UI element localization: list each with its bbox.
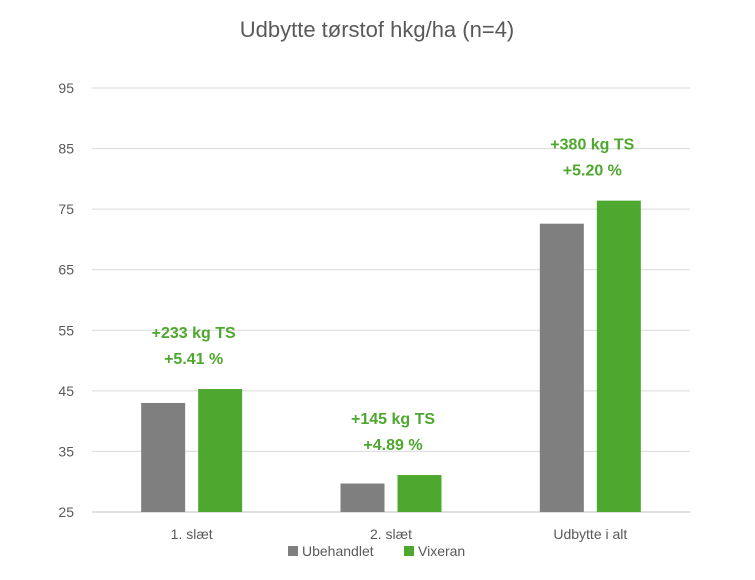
- legend-label: Ubehandlet: [302, 543, 374, 559]
- bar-vixeran-3: [596, 200, 641, 513]
- bar-ubehandlet-2: [340, 483, 385, 512]
- bar-ubehandlet-3: [539, 223, 584, 512]
- legend-swatch: [288, 546, 298, 556]
- annotation-diff-pct: +5.41 %: [164, 351, 223, 368]
- x-axis-labels: 1. slæt 2. slæt Udbytte i alt: [171, 526, 628, 542]
- legend-label: Vixeran: [418, 543, 465, 559]
- y-tick-label: 65: [58, 262, 74, 278]
- annotation-diff-kg: +380 kg TS: [550, 137, 634, 154]
- y-tick-label: 45: [58, 383, 74, 399]
- annotation-diff-kg: +145 kg TS: [351, 411, 435, 428]
- bars: [141, 200, 641, 513]
- annotation-diff-pct: +5.20 %: [563, 163, 622, 180]
- annotation-diff-pct: +4.89 %: [363, 437, 422, 454]
- x-category-label: 1. slæt: [171, 526, 213, 542]
- bar-vixeran-2: [397, 475, 442, 512]
- y-tick-label: 35: [58, 443, 74, 459]
- bar-vixeran-1: [198, 389, 243, 512]
- y-tick-label: 75: [58, 201, 74, 217]
- y-tick-label: 55: [58, 322, 74, 338]
- annotation-diff-kg: +233 kg TS: [152, 325, 236, 342]
- y-tick-label: 85: [58, 141, 74, 157]
- gridlines: [92, 87, 690, 513]
- y-tick-label: 95: [58, 80, 74, 96]
- annotations: +233 kg TS +5.41 % +145 kg TS +4.89 % +380 k…: [152, 137, 635, 454]
- y-tick-label: 25: [58, 504, 74, 520]
- bar-ubehandlet-1: [141, 402, 186, 512]
- x-category-label: 2. slæt: [370, 526, 412, 542]
- y-axis-ticks: 25 35 45 55 65 75 85 95: [58, 80, 74, 520]
- chart-title: Udbytte tørstof hkg/ha (n=4): [240, 17, 515, 42]
- legend: Ubehandlet Vixeran: [288, 543, 465, 559]
- x-category-label: Udbytte i alt: [553, 526, 627, 542]
- legend-swatch: [404, 546, 414, 556]
